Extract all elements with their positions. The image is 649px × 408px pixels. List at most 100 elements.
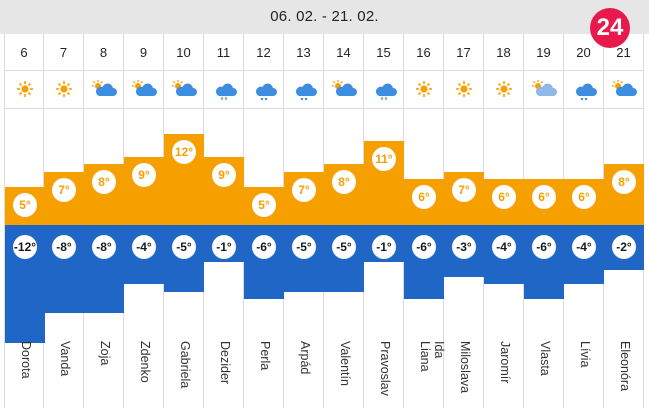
day-number: 6 [5,34,43,71]
day-number: 15 [364,34,403,71]
name-day-label: Ida Liana [418,341,446,372]
day-number: 11 [204,34,243,71]
day-number: 18 [484,34,523,71]
low-temp-label: -8° [52,235,76,259]
partly-cloudy-icon [164,71,203,109]
day-column[interactable]: 11 9° -1° Dezider [204,34,244,408]
day-column[interactable]: 16 6° -6° Ida Liana [404,34,446,408]
partly-cloudy-icon [124,71,163,109]
day-column[interactable]: 15 11° -1° Pravoslav [364,34,404,408]
name-day-label: Lívia [578,341,592,368]
name-day-label: Jaromír [498,341,512,384]
day-number: 8 [84,34,123,71]
day-number: 16 [404,34,443,71]
day-column[interactable]: 18 6° -4° Jaromír [484,34,524,408]
low-temp-label: -6° [252,235,276,259]
high-temp-label: 12° [172,140,196,164]
name-day-label: Vanda [58,341,72,377]
high-temp-label: 11° [372,147,396,171]
high-temp-label: 5° [13,193,37,217]
day-column[interactable]: 14 8° -5° Valentín [324,34,364,408]
day-column[interactable]: 13 7° -5° Arpád [284,34,324,408]
day-column[interactable]: 9 9° -4° Zdenko [124,34,164,408]
name-day-label: Arpád [298,341,312,375]
partly-cloudy-icon [604,71,643,109]
header-bar: 06. 02. - 21. 02. [0,0,649,34]
rain-cloud-icon [204,71,243,109]
sun-icon [5,71,43,109]
snow-cloud-icon [284,71,323,109]
partly-cloudy-icon [324,71,363,109]
sun-icon [484,71,523,109]
day-number: 14 [324,34,363,71]
low-temp-label: -8° [92,235,116,259]
day-number: 13 [284,34,323,71]
partly-cloudy-light-icon [524,71,563,109]
forecast-grid: 6 5° -12° Dorota 7 7° -8° Vanda 8 8° -8° Zoja 9 9° -4°… [0,34,649,408]
low-temp-label: -5° [172,235,196,259]
logo-24[interactable]: 24 [590,8,630,48]
name-day-label: Dezider [218,341,232,385]
day-column[interactable]: 7 7° -8° Vanda [44,34,84,408]
date-range: 06. 02. - 21. 02. [270,8,379,25]
high-temp-label: 9° [212,163,236,187]
low-temp-label: -1° [372,235,396,259]
name-day-label: Dorota [19,341,33,379]
day-column[interactable]: 20 6° -4° Lívia [564,34,604,408]
sun-icon [444,71,483,109]
low-temp-label: -3° [452,235,476,259]
high-temp-label: 6° [412,185,436,209]
rain-cloud-icon [364,71,403,109]
day-number: 21 [604,34,643,71]
high-temp-label: 8° [92,170,116,194]
high-temp-label: 8° [612,170,636,194]
name-day-label: Valentín [338,341,352,386]
low-temp-label: -6° [412,235,436,259]
high-temp-label: 8° [332,170,356,194]
day-number: 7 [44,34,83,71]
day-number: 10 [164,34,203,71]
name-day-label: Vlasta [538,341,552,376]
high-temp-label: 6° [572,185,596,209]
day-number: 19 [524,34,563,71]
day-number: 9 [124,34,163,71]
day-column[interactable]: 17 7° -3° Miloslava [444,34,484,408]
low-temp-label: -5° [292,235,316,259]
high-temp-label: 7° [52,178,76,202]
day-column[interactable]: 19 6° -6° Vlasta [524,34,564,408]
name-day-label: Eleonóra [618,341,632,392]
partly-cloudy-icon [84,71,123,109]
high-temp-label: 7° [452,178,476,202]
high-temp-label: 5° [252,193,276,217]
day-column[interactable]: 10 12° -5° Gabriela [164,34,204,408]
name-day-label: Miloslava [458,341,472,394]
low-temp-label: -4° [572,235,596,259]
low-temp-label: -4° [132,235,156,259]
day-column[interactable]: 21 8° -2° Eleonóra [604,34,644,408]
day-number: 12 [244,34,283,71]
name-day-label: Zdenko [138,341,152,383]
name-day-label: Perla [258,341,272,371]
high-temp-label: 6° [492,185,516,209]
day-column[interactable]: 8 8° -8° Zoja [84,34,124,408]
name-day-label: Pravoslav [378,341,392,396]
name-day-label: Gabriela [178,341,192,389]
sun-icon [404,71,443,109]
low-temp-label: -5° [332,235,356,259]
low-temp-label: -1° [212,235,236,259]
day-column[interactable]: 12 5° -6° Perla [244,34,284,408]
name-day-label: Zoja [98,341,112,366]
low-temp-label: -4° [492,235,516,259]
low-temp-label: -2° [612,235,636,259]
day-column[interactable]: 6 5° -12° Dorota [4,34,45,408]
low-temp-label: -12° [13,235,37,259]
snow-cloud-icon [564,71,603,109]
high-temp-label: 6° [532,185,556,209]
day-number: 20 [564,34,603,71]
sun-icon [44,71,83,109]
snow-cloud-icon [244,71,283,109]
high-temp-label: 9° [132,163,156,187]
low-temp-label: -6° [532,235,556,259]
day-number: 17 [444,34,483,71]
high-temp-label: 7° [292,178,316,202]
